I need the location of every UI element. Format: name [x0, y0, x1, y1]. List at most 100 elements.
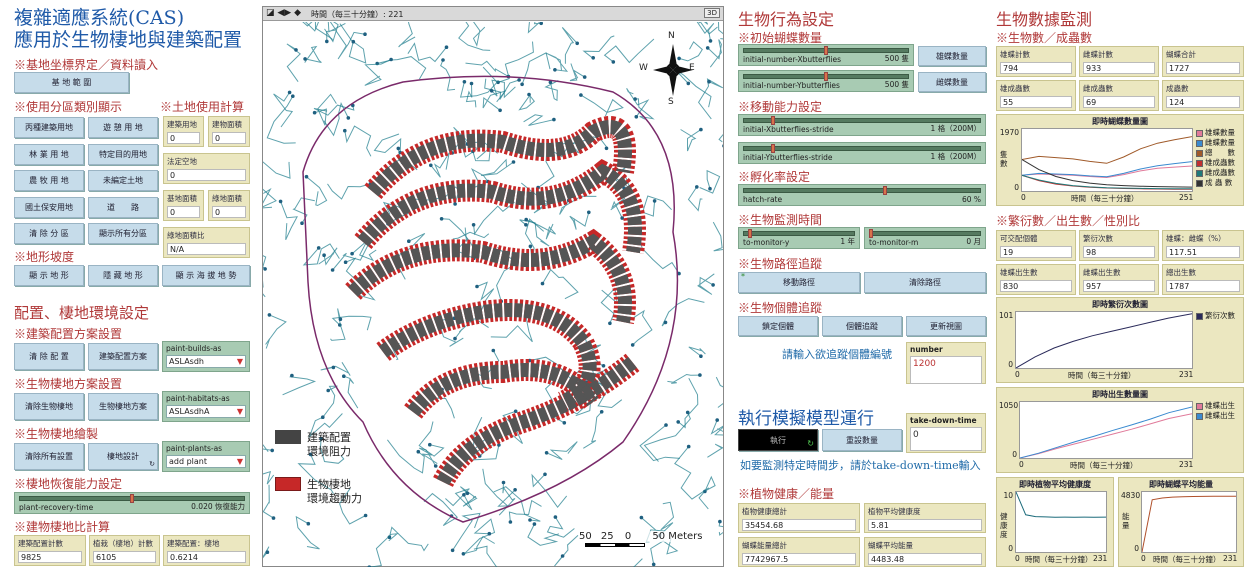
paint-habitats-chooser[interactable]: paint-habitats-as ASLAsdhA ▼	[162, 391, 250, 422]
show-all-zones-button[interactable]: 顯示所有分區	[88, 223, 158, 244]
paint-plants-chooser[interactable]: paint-plants-as add plant ▼	[162, 441, 250, 472]
river-segment	[452, 512, 481, 551]
butterfly-agent	[287, 90, 292, 95]
build-plan-button[interactable]: 建築配置方案	[88, 343, 158, 370]
series-line-1	[1019, 406, 1193, 459]
butterfly-agent	[270, 448, 274, 453]
butterfly-agent	[651, 562, 656, 567]
show-elevation-button[interactable]: 顯 示 海 拔 地 勢	[162, 265, 250, 286]
zone-forestry-button[interactable]: 林 業 用 地	[14, 143, 84, 165]
clear-all-button[interactable]: 清除所有設置	[14, 443, 84, 470]
clear-zones-button[interactable]: 清 除 分 區	[14, 223, 84, 244]
compass-east: E	[689, 63, 695, 73]
butterfly-agent	[652, 199, 657, 203]
move-path-button[interactable]: * 移動路徑	[738, 272, 860, 293]
butterfly-agent	[487, 531, 492, 536]
clear-config-button[interactable]: 清 除 配 置	[14, 343, 84, 370]
slider-track[interactable]	[743, 188, 981, 193]
butterfly-agent	[291, 94, 295, 98]
chooser-select[interactable]: ASLAsdhA ▼	[166, 405, 246, 418]
zone-conservation-button[interactable]: 國土保安用地	[14, 196, 84, 218]
monitor-label: 雄蝶：雌蝶（%）	[1166, 234, 1226, 243]
world-view[interactable]: ◪ ◀▶ ◆ 時間（每三十分鐘）: 221 3D 建築配置 環境阻力 生物棲地 環境…	[262, 6, 724, 567]
slider-track[interactable]	[743, 118, 981, 123]
x-stride-slider[interactable]: initial-Xbutterflies-stride 1 格（200M）	[738, 114, 986, 136]
hide-terrain-button[interactable]: 隱 藏 地 形	[88, 265, 158, 286]
x-butterfly-count-slider[interactable]: initial-number-Xbutterflies 500 隻	[738, 44, 914, 66]
plot-svg	[1015, 491, 1107, 518]
river-segment	[305, 22, 339, 43]
run-button[interactable]: 執行 ↻	[738, 429, 818, 451]
river-segment	[302, 22, 334, 41]
plot-area	[1015, 491, 1107, 553]
zone-recreation-button[interactable]: 遊 憩 用 地	[88, 117, 158, 138]
slider-knob[interactable]	[771, 144, 776, 153]
zone-road-button[interactable]: 道 路	[88, 196, 158, 218]
take-down-time-input[interactable]: take-down-time 0	[906, 413, 986, 453]
zone-agriculture-button[interactable]: 農 牧 用 地	[14, 170, 84, 191]
slider-value: 1 年	[840, 237, 855, 246]
river-segment	[263, 546, 270, 559]
dropdown-arrow-icon: ▼	[236, 357, 243, 366]
slider-knob[interactable]	[869, 229, 873, 238]
lock-individual-button[interactable]: 鎖定個體	[738, 316, 818, 336]
river-segment	[544, 80, 559, 102]
habitat-design-button[interactable]: 棲地設計 ↻	[88, 443, 158, 470]
take-down-time-field[interactable]: 0	[910, 427, 982, 451]
habitat-plan-button[interactable]: 生物棲地方案	[88, 393, 158, 420]
river-segment	[345, 257, 376, 301]
zone-residential-button[interactable]: 丙種建築用地	[14, 117, 84, 138]
slider-track[interactable]	[743, 231, 855, 236]
chooser-select[interactable]: add plant ▼	[166, 455, 246, 468]
butterfly-agent	[664, 423, 668, 427]
river-segment	[327, 183, 371, 200]
zone-unassigned-button[interactable]: 未編定土地	[88, 170, 158, 191]
river-segment	[465, 60, 509, 77]
plant-health-avg-monitor: 植物平均健康度 5.81	[864, 503, 986, 533]
butterfly-agent	[708, 39, 713, 43]
show-terrain-button[interactable]: 顯 示 地 形	[14, 265, 84, 286]
green-ratio-monitor: 綠地面積比 N/A	[163, 227, 250, 258]
base-range-button[interactable]: 基 地 範 圍	[14, 72, 129, 93]
butterfly-agent	[396, 146, 401, 151]
river-segment	[308, 413, 343, 439]
chooser-select[interactable]: ASLAsdh ▼	[166, 355, 246, 368]
y-min-tick: 0	[1012, 450, 1017, 459]
river-segment	[527, 22, 542, 34]
river-segment	[430, 152, 450, 178]
slider-track[interactable]	[743, 146, 981, 151]
male-count-button[interactable]: 雄蝶數量	[918, 46, 986, 66]
clear-path-button[interactable]: 清除路徑	[864, 272, 986, 293]
y-butterfly-count-slider[interactable]: initial-number-Ybutterflies 500 隻	[738, 70, 914, 92]
map-canvas[interactable]	[263, 22, 723, 567]
zone-special-purpose-button[interactable]: 特定目的用地	[88, 143, 158, 165]
butterfly-agent	[560, 554, 565, 558]
y-stride-slider[interactable]: initial-Ybutterflies-stride 1 格（200M）	[738, 142, 986, 164]
slider-knob[interactable]	[771, 116, 776, 125]
monitor-label: 雄成蟲數	[1000, 84, 1030, 93]
reset-count-button[interactable]: 重設數量	[822, 429, 902, 451]
slider-knob[interactable]	[824, 46, 828, 55]
legend-swatch	[1196, 179, 1203, 187]
hatch-rate-slider[interactable]: hatch-rate 60 %	[738, 184, 986, 206]
clear-habitat-button[interactable]: 清除生物棲地	[14, 393, 84, 420]
recovery-time-slider[interactable]: plant-recovery-time 0.020 恢復能力	[14, 492, 250, 514]
slider-knob[interactable]	[824, 72, 828, 81]
butterfly-agent	[321, 415, 325, 420]
number-input[interactable]: number 1200	[906, 342, 986, 384]
monitor-month-slider[interactable]: to-monitor-m 0 月	[864, 227, 986, 249]
slider-knob[interactable]	[748, 229, 753, 238]
slider-knob[interactable]	[130, 494, 134, 503]
number-field[interactable]: 1200	[910, 356, 982, 384]
3d-button[interactable]: 3D	[704, 8, 720, 18]
view-controls-icon[interactable]: ◪ ◀▶ ◆	[266, 8, 301, 18]
monitor-year-slider[interactable]: to-monitor-y 1 年	[738, 227, 860, 249]
monitor-label: 可交配個體	[1000, 234, 1038, 243]
track-individual-button[interactable]: 個體追蹤	[822, 316, 902, 336]
female-count-button[interactable]: 雌蝶數量	[918, 72, 986, 92]
refresh-view-button[interactable]: 更新視圖	[906, 316, 986, 336]
slider-knob[interactable]	[883, 186, 888, 195]
sex-ratio-monitor: 雄蝶：雌蝶（%） 117.51	[1162, 230, 1244, 261]
slider-track[interactable]	[869, 231, 981, 236]
paint-builds-chooser[interactable]: paint-builds-as ASLAsdh ▼	[162, 341, 250, 372]
